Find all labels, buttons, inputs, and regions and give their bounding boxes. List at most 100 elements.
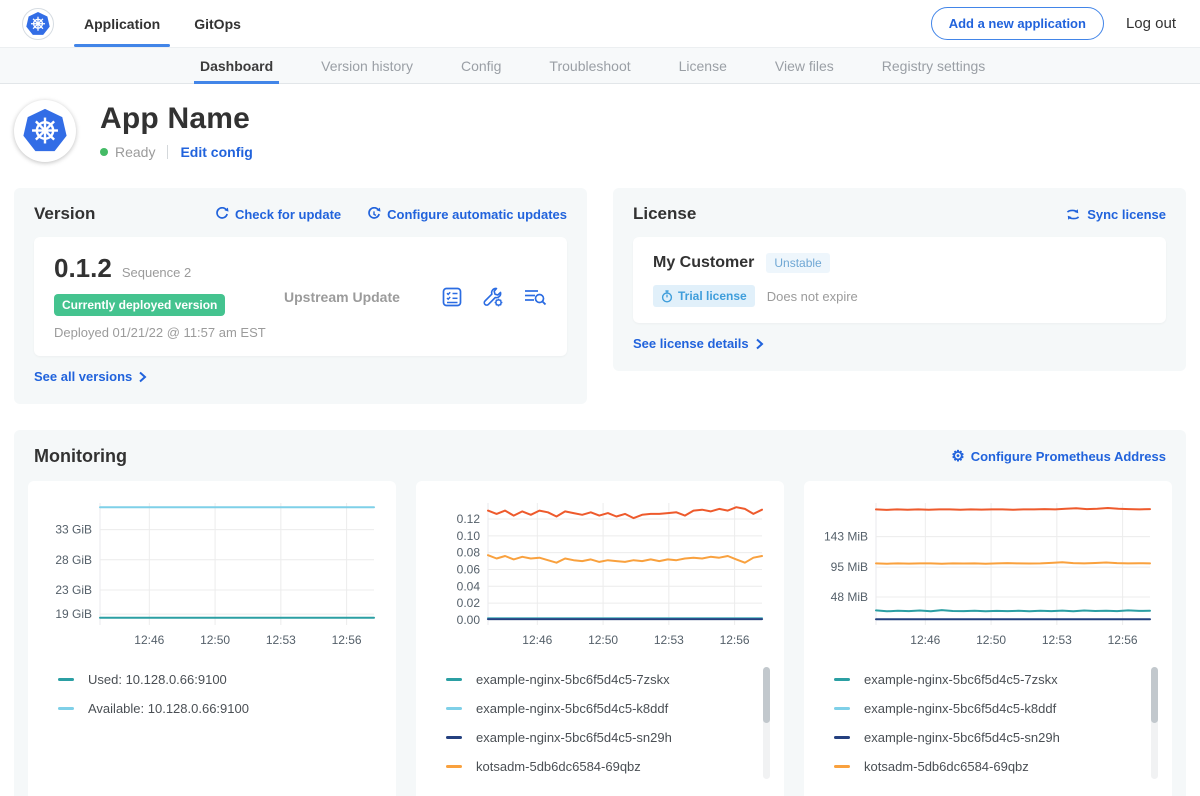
logout-button[interactable]: Log out: [1126, 15, 1176, 32]
legend-scrollbar-thumb[interactable]: [1151, 667, 1158, 723]
tab-config[interactable]: Config: [437, 48, 525, 83]
app-logo-icon: [14, 100, 76, 162]
chevron-right-icon: [138, 371, 147, 383]
legend-item[interactable]: example-nginx-5bc6f5d4c5-sn29h: [834, 723, 1140, 752]
legend-item[interactable]: kotsadm-5db6dc6584-69qbz: [446, 752, 752, 781]
svg-text:12:46: 12:46: [134, 633, 164, 647]
status-badge: Ready: [115, 144, 155, 160]
memory-usage-plot: 12:4612:5012:5312:56143 MiB95 MiB48 MiB: [818, 493, 1158, 651]
legend-item[interactable]: Used: 10.128.0.66:9100: [58, 665, 364, 694]
tab-troubleshoot[interactable]: Troubleshoot: [525, 48, 654, 83]
deployed-timestamp: Deployed 01/21/22 @ 11:57 am EST: [54, 325, 284, 340]
legend-item[interactable]: example-nginx-5bc6f5d4c5-7zskx: [446, 665, 752, 694]
channel-badge: Unstable: [766, 253, 829, 273]
legend-label: kotsadm-5db6dc6584-69qbz: [476, 759, 641, 774]
check-for-update-link[interactable]: Check for update: [215, 207, 341, 222]
legend-dash-icon: [834, 707, 850, 710]
divider: [167, 145, 168, 159]
version-sequence: Sequence 2: [122, 265, 191, 280]
monitoring-panel: Monitoring ⚙ Configure Prometheus Addres…: [14, 430, 1186, 796]
license-details-box: My Customer Unstable Trial license Does …: [633, 237, 1166, 323]
topnav-actions: Add a new application Log out: [931, 7, 1176, 40]
version-card: Version Check for update Configure au: [14, 188, 587, 404]
legend-item[interactable]: example-nginx-5bc6f5d4c5-7zskx: [834, 665, 1140, 694]
legend-label: kotsadm-5db6dc6584-69qbz: [864, 759, 1029, 774]
legend-item[interactable]: kotsadm-5db6dc6584-69qbz: [834, 752, 1140, 781]
legend-item[interactable]: Available: 10.128.0.66:9100: [58, 694, 364, 723]
legend-item[interactable]: example-nginx-5bc6f5d4c5-k8ddf: [834, 694, 1140, 723]
legend-label: example-nginx-5bc6f5d4c5-7zskx: [864, 672, 1058, 687]
topnav-tab-application[interactable]: Application: [84, 0, 160, 47]
cpu-usage-plot: 12:4612:5012:5312:560.120.100.080.060.04…: [430, 493, 770, 651]
license-type-badge: Trial license: [653, 285, 755, 307]
tab-license[interactable]: License: [655, 48, 751, 83]
legend-label: example-nginx-5bc6f5d4c5-7zskx: [476, 672, 670, 687]
sync-license-link[interactable]: Sync license: [1065, 207, 1166, 222]
legend-dash-icon: [446, 678, 462, 681]
legend-item[interactable]: example-nginx-5bc6f5d4c5-sn29h: [446, 723, 752, 752]
legend-dash-icon: [58, 707, 74, 710]
svg-text:0.12: 0.12: [457, 512, 481, 526]
add-application-button[interactable]: Add a new application: [931, 7, 1104, 40]
tab-registry-settings[interactable]: Registry settings: [858, 48, 1009, 83]
kubernetes-logo-icon[interactable]: [22, 8, 54, 40]
log-search-icon[interactable]: [523, 286, 547, 308]
svg-text:0.00: 0.00: [457, 613, 481, 627]
legend-scrollbar[interactable]: [763, 667, 770, 779]
legend-scrollbar-thumb[interactable]: [763, 667, 770, 723]
cpu-usage-legend: example-nginx-5bc6f5d4c5-7zskx example-ng…: [428, 665, 772, 781]
legend-dash-icon: [446, 765, 462, 768]
svg-text:0.08: 0.08: [457, 546, 481, 560]
tab-dashboard[interactable]: Dashboard: [176, 48, 297, 83]
chevron-right-icon: [755, 338, 764, 350]
version-number: 0.1.2: [54, 253, 112, 284]
svg-text:12:46: 12:46: [910, 633, 940, 647]
legend-label: example-nginx-5bc6f5d4c5-sn29h: [476, 730, 672, 745]
svg-text:143 MiB: 143 MiB: [824, 530, 868, 544]
svg-text:12:50: 12:50: [588, 633, 618, 647]
legend-dash-icon: [834, 765, 850, 768]
legend-item[interactable]: example-nginx-5bc6f5d4c5-k8ddf: [446, 694, 752, 723]
svg-text:0.04: 0.04: [457, 579, 481, 593]
gear-icon: ⚙: [951, 449, 964, 464]
svg-text:48 MiB: 48 MiB: [831, 590, 868, 604]
license-card: License Sync license My Customer Unstabl…: [613, 188, 1186, 371]
currently-deployed-badge: Currently deployed version: [54, 294, 225, 316]
disk-usage-title: Disk Usage: [40, 781, 384, 796]
svg-text:12:53: 12:53: [1042, 633, 1072, 647]
legend-label: example-nginx-5bc6f5d4c5-k8ddf: [476, 701, 668, 716]
refresh-icon: [215, 207, 229, 221]
svg-text:12:46: 12:46: [522, 633, 552, 647]
legend-dash-icon: [58, 678, 74, 681]
configure-automatic-updates-link[interactable]: Configure automatic updates: [367, 207, 567, 222]
legend-dash-icon: [834, 736, 850, 739]
tab-view-files[interactable]: View files: [751, 48, 858, 83]
checklist-icon[interactable]: [441, 286, 463, 308]
disk-usage-chart-card: 12:4612:5012:5312:5633 GiB28 GiB23 GiB19…: [28, 481, 396, 796]
cards-row: Version Check for update Configure au: [14, 188, 1186, 404]
tab-version-history[interactable]: Version history: [297, 48, 437, 83]
monitoring-title: Monitoring: [34, 446, 127, 467]
see-license-details-link[interactable]: See license details: [633, 336, 764, 351]
svg-text:12:50: 12:50: [976, 633, 1006, 647]
svg-text:12:56: 12:56: [332, 633, 362, 647]
sync-arrows-icon: [1065, 208, 1081, 221]
configure-prometheus-link[interactable]: ⚙ Configure Prometheus Address: [951, 449, 1166, 464]
svg-text:0.06: 0.06: [457, 562, 481, 576]
legend-label: example-nginx-5bc6f5d4c5-sn29h: [864, 730, 1060, 745]
license-expiry: Does not expire: [767, 289, 858, 304]
topnav-tab-gitops[interactable]: GitOps: [194, 0, 241, 47]
svg-text:0.02: 0.02: [457, 596, 481, 610]
wrench-gear-icon[interactable]: [481, 286, 505, 308]
license-card-title: License: [633, 204, 696, 224]
page-title: App Name: [100, 102, 253, 136]
legend-scrollbar[interactable]: [1151, 667, 1158, 779]
status-dot-icon: [100, 148, 108, 156]
clock-refresh-icon: [367, 207, 381, 221]
disk-usage-plot: 12:4612:5012:5312:5633 GiB28 GiB23 GiB19…: [42, 493, 382, 651]
version-card-title: Version: [34, 204, 95, 224]
current-version-box: 0.1.2 Sequence 2 Currently deployed vers…: [34, 237, 567, 356]
memory-usage-legend: example-nginx-5bc6f5d4c5-7zskx example-ng…: [816, 665, 1160, 781]
see-all-versions-link[interactable]: See all versions: [34, 369, 147, 384]
edit-config-link[interactable]: Edit config: [180, 144, 252, 160]
